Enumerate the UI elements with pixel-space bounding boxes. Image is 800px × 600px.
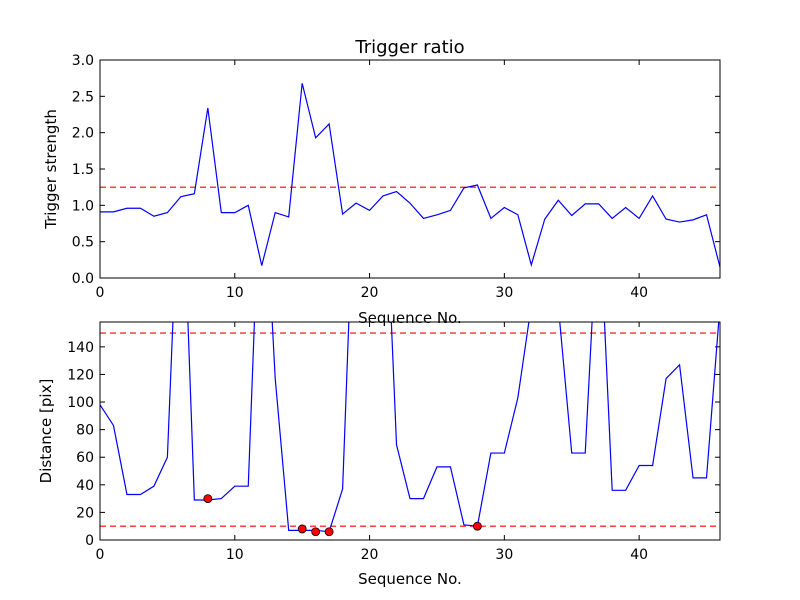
x-tick-label: 10 xyxy=(226,285,244,301)
highlight-point xyxy=(203,494,213,504)
x-tick-label: 30 xyxy=(495,547,513,563)
top-axes-frame xyxy=(99,59,721,279)
x-tick-label: 10 xyxy=(226,547,244,563)
highlight-point xyxy=(297,524,307,534)
y-tick-label: 120 xyxy=(67,367,94,383)
y-tick-label: 2.5 xyxy=(72,89,94,105)
chart-title: Trigger ratio xyxy=(354,37,464,58)
x-tick-label: 30 xyxy=(495,285,513,301)
y-tick-label: 0 xyxy=(85,533,94,549)
x-tick-label: 20 xyxy=(361,285,379,301)
bottom-axes-frame xyxy=(99,321,721,541)
x-tick-label: 40 xyxy=(630,547,648,563)
series-line xyxy=(100,322,720,533)
trigger-ratio-chart: Trigger ratio 0 10 20 30 40 0.0 0.5 1.0 1.5 2.0 2.… xyxy=(42,37,721,327)
y-tick-label: 100 xyxy=(67,395,94,411)
y-tick-label: 0.0 xyxy=(72,271,94,287)
x-tick-label: 20 xyxy=(361,547,379,563)
x-tick-label: 40 xyxy=(630,285,648,301)
series-line xyxy=(100,83,720,268)
y-tick-label: 140 xyxy=(67,340,94,356)
x-tick-label: 0 xyxy=(96,285,105,301)
top-y-axis-label: Trigger strength xyxy=(42,109,60,230)
bottom-ticks: 0 10 20 30 40 0 20 40 60 80 100 120 140 xyxy=(67,322,720,563)
bottom-series xyxy=(100,322,720,533)
y-tick-label: 1.0 xyxy=(72,198,94,214)
y-tick-label: 40 xyxy=(76,478,94,494)
y-tick-label: 20 xyxy=(76,505,94,521)
highlight-point xyxy=(311,527,321,537)
y-tick-label: 1.5 xyxy=(72,162,94,178)
bottom-threshold-lines xyxy=(100,332,720,527)
distance-chart: 0 10 20 30 40 0 20 40 60 80 100 120 140 Sequence No.… xyxy=(37,321,721,588)
y-tick-label: 3.0 xyxy=(72,53,94,69)
bottom-highlight-markers xyxy=(203,494,482,537)
top-x-axis-label: Sequence No. xyxy=(358,309,462,327)
highlight-point xyxy=(472,521,482,531)
y-tick-label: 60 xyxy=(76,450,94,466)
bottom-x-axis-label: Sequence No. xyxy=(358,570,462,588)
highlight-point xyxy=(324,527,334,537)
y-tick-label: 0.5 xyxy=(72,235,94,251)
y-tick-label: 2.0 xyxy=(72,126,94,142)
top-ticks: 0 10 20 30 40 0.0 0.5 1.0 1.5 2.0 2.5 3.0 xyxy=(72,53,720,301)
top-series xyxy=(100,83,720,268)
x-tick-label: 0 xyxy=(96,547,105,563)
y-tick-label: 80 xyxy=(76,423,94,439)
bottom-y-axis-label: Distance [pix] xyxy=(37,379,55,484)
